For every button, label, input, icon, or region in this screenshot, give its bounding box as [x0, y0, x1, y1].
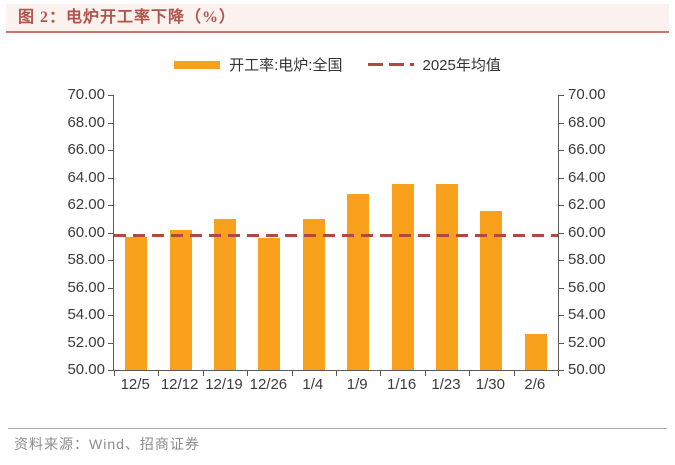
bar-1-16: [391, 184, 414, 370]
y-tick: [559, 315, 564, 316]
y-axis-label-right: 52.00: [568, 333, 606, 351]
legend-mean-label: 2025年均值: [422, 57, 501, 74]
y-tick: [559, 370, 564, 371]
y-axis-label-left: 54.00: [67, 306, 105, 323]
bar-series-swatch: [174, 60, 221, 69]
bar-1-9: [347, 194, 370, 370]
x-tick: [424, 371, 426, 376]
mean-line: [114, 234, 558, 238]
y-tick: [108, 260, 113, 261]
x-tick: [336, 371, 337, 376]
y-tick: [108, 315, 113, 316]
y-axis-label-left: 70.00: [67, 86, 105, 103]
bar-12-5: [125, 236, 148, 370]
y-tick: [559, 260, 564, 261]
y-tick: [108, 370, 113, 371]
x-axis-label: 12/5: [120, 376, 150, 393]
bar-12-12: [169, 229, 192, 370]
bar-12-19: [214, 218, 236, 370]
y-axis-label-left: 68.00: [67, 113, 105, 131]
x-tick: [291, 371, 293, 376]
y-axis-label-right: 64.00: [568, 168, 606, 186]
x-axis-label: 1/30: [475, 376, 505, 393]
x-tick: [158, 371, 160, 376]
y-axis-label-right: 56.00: [568, 278, 606, 296]
y-tick: [108, 287, 113, 289]
y-axis-label-left: 58.00: [67, 251, 105, 268]
y-axis-right: 70.00 68.00 66.00 64.00 62.00 60.00 58.00 56.00…: [566, 86, 626, 378]
x-axis-label: 12/12: [160, 376, 199, 393]
figure-title: 图 2：电炉开工率下降（%）: [18, 9, 237, 26]
y-tick: [559, 342, 564, 344]
y-tick: [559, 95, 564, 96]
y-axis-label-left: 52.00: [67, 333, 105, 351]
y-tick: [559, 150, 564, 151]
y-axis-label-left: 60.00: [67, 223, 105, 241]
y-tick: [559, 232, 564, 234]
y-axis-label-right: 68.00: [568, 113, 606, 131]
x-tick: [247, 371, 249, 376]
y-axis-left: 70.00 68.00 66.00 64.00 62.00 60.00 58.00 56.00…: [0, 86, 105, 378]
y-tick: [108, 232, 113, 234]
plot-area: [108, 95, 564, 376]
bar-1-30: [480, 210, 503, 370]
y-axis-label-right: 54.00: [568, 306, 606, 323]
x-tick: [114, 371, 115, 376]
y-tick: [108, 122, 113, 124]
y-axis-label-right: 58.00: [568, 251, 606, 268]
y-axis-label-right: 50.00: [568, 361, 606, 378]
x-tick: [469, 371, 471, 376]
source-text: 资料来源：Wind、招商证券: [14, 436, 200, 452]
bar-1-4: [302, 218, 325, 370]
y-axis-label-left: 56.00: [67, 278, 105, 296]
y-axis-label-right: 66.00: [568, 141, 606, 158]
bar-1-23: [436, 184, 458, 370]
y-tick: [559, 177, 564, 179]
y-tick: [559, 287, 564, 289]
x-axis-label: 2/6: [524, 376, 546, 393]
x-tick: [513, 371, 515, 376]
y-axis-label-right: 70.00: [568, 86, 606, 103]
x-tick: [202, 371, 204, 376]
x-axis-label: 12/19: [205, 376, 243, 393]
y-axis-label-left: 66.00: [67, 141, 105, 158]
y-tick: [108, 177, 113, 179]
y-axis-label-right: 60.00: [568, 223, 606, 241]
y-axis-label-left: 62.00: [67, 196, 105, 213]
bar-12-26: [258, 238, 281, 370]
y-tick: [108, 205, 113, 206]
y-axis-label-left: 64.00: [67, 168, 105, 186]
chart-legend: 开工率:电炉:全国 2025年均值: [0, 54, 675, 75]
y-axis-label-right: 62.00: [568, 196, 606, 213]
x-axis-label: 1/23: [431, 376, 461, 393]
y-tick: [108, 342, 113, 344]
x-axis-label: 12/26: [249, 376, 288, 393]
y-tick: [108, 150, 113, 151]
y-tick: [559, 205, 564, 206]
source-divider: [8, 428, 667, 429]
header-underline: [6, 31, 669, 33]
y-tick: [559, 122, 564, 124]
y-tick: [108, 95, 113, 96]
mean-line-swatch: [368, 63, 418, 66]
x-tick: [558, 371, 559, 376]
legend-item-series: 开工率:电炉:全国: [174, 54, 342, 75]
x-axis-label: 1/16: [386, 376, 417, 393]
x-axis-label: 1/9: [346, 376, 368, 393]
x-tick: [380, 371, 382, 376]
bar-2-6: [524, 334, 547, 370]
legend-item-mean: 2025年均值: [368, 54, 501, 75]
y-axis-label-left: 50.00: [67, 361, 105, 378]
legend-series-label: 开工率:电炉:全国: [229, 57, 343, 74]
figure-header-band: 图 2：电炉开工率下降（%）: [6, 4, 669, 31]
x-axis-label: 1/4: [302, 376, 324, 393]
